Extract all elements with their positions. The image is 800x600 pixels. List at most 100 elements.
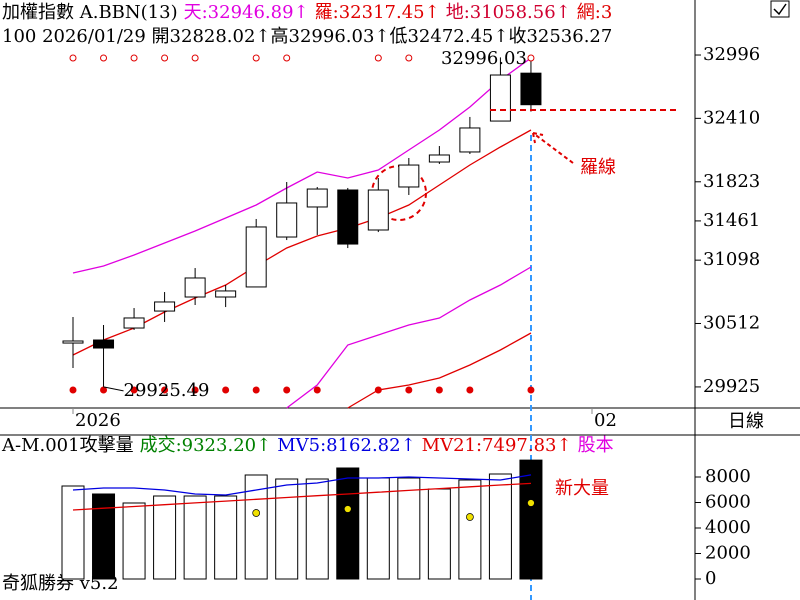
indicator-line xyxy=(72,57,532,274)
header-item: 股本 xyxy=(578,435,614,456)
candle-body xyxy=(154,301,176,312)
header-item: A-M.001攻擊量 xyxy=(1,435,134,456)
signal-bottom xyxy=(283,386,291,394)
y-tick-label: 6000 xyxy=(705,491,751,512)
volume-bar xyxy=(61,485,85,580)
button-box[interactable] xyxy=(770,0,790,18)
signal-top xyxy=(69,54,77,62)
high-label: 32996.03 xyxy=(441,48,527,69)
volume-annotation: 新大量 xyxy=(555,478,609,499)
signal-top xyxy=(283,54,291,62)
header-line: A-M.001攻擊量 成交:9323.20↑ MV5:8162.82↑ MV21:74… xyxy=(1,435,614,456)
y-tick-label: 31098 xyxy=(703,249,760,270)
y-tick-label: 32410 xyxy=(703,107,760,128)
button-icon xyxy=(773,3,787,16)
volume-bar xyxy=(214,495,238,580)
signal-top xyxy=(405,54,413,62)
signal-bottom xyxy=(130,386,138,394)
candle-body xyxy=(459,127,481,153)
volume-bar xyxy=(397,477,421,580)
header-item: 網:3 xyxy=(577,2,613,23)
y-tick-label: 32996 xyxy=(703,44,760,65)
signal-bottom xyxy=(313,386,321,394)
y-tick-label: 0 xyxy=(705,568,716,589)
y-tick-label: 30512 xyxy=(703,312,760,333)
annotation-label: 羅線 xyxy=(580,157,616,178)
volume-dot xyxy=(343,505,352,513)
volume-bar xyxy=(122,502,146,580)
signal-bottom xyxy=(405,386,413,394)
header-item: 天:32946.89↑ xyxy=(184,2,309,23)
candle-body xyxy=(123,317,145,329)
volume-dot xyxy=(252,509,261,517)
signal-top xyxy=(527,54,535,62)
signal-bottom xyxy=(374,386,382,394)
indicator-line xyxy=(72,129,532,356)
candle-body xyxy=(520,72,542,106)
candle-body xyxy=(398,164,420,188)
candle-body xyxy=(215,290,237,298)
signal-top xyxy=(252,54,260,62)
volume-bar xyxy=(183,495,207,580)
candle-body xyxy=(306,188,328,208)
volume-bar xyxy=(488,473,512,580)
footer: 奇狐勝券 v5.2 xyxy=(2,573,119,594)
header-line: 加權指數 A.BBN(13) 天:32946.89↑ 羅:32317.45↑ 地:31… xyxy=(2,2,612,23)
header-line: 100 2026/01/29 開32828.02↑高32996.03↑低3247… xyxy=(2,26,612,47)
signal-top xyxy=(374,54,382,62)
signal-bottom xyxy=(161,386,169,394)
y-tick-label: 8000 xyxy=(705,466,751,487)
signal-top xyxy=(130,54,138,62)
y-tick-label: 31823 xyxy=(703,171,760,192)
volume-bar xyxy=(519,459,543,580)
signal-bottom xyxy=(435,386,443,394)
volume-bar xyxy=(275,478,299,580)
signal-bottom xyxy=(222,386,230,394)
candle-body xyxy=(245,226,267,288)
x-tick-label: 02 xyxy=(594,410,617,431)
volume-bar xyxy=(305,478,329,580)
y-tick-label: 4000 xyxy=(705,517,751,538)
signal-bottom xyxy=(527,386,535,394)
signal-bottom xyxy=(69,386,77,394)
volume-dot xyxy=(527,499,535,507)
y-tick-label: 2000 xyxy=(705,542,751,563)
signal-bottom xyxy=(466,386,474,394)
signal-bottom xyxy=(252,386,260,394)
y-tick-label: 29925 xyxy=(703,376,760,397)
volume-bar xyxy=(427,488,451,580)
signal-top xyxy=(161,54,169,62)
volume-average xyxy=(72,474,532,496)
signal-top xyxy=(191,54,199,62)
signal-top xyxy=(100,54,108,62)
volume-bar xyxy=(92,493,116,580)
y-tick-label: 31461 xyxy=(703,210,760,231)
candle-body xyxy=(184,277,206,298)
header-item: 羅:32317.45↑ xyxy=(315,2,440,23)
candle-body xyxy=(62,340,84,344)
candle-body xyxy=(337,189,359,245)
candle-body xyxy=(276,202,298,238)
header-item: 加權指數 A.BBN(13) xyxy=(2,2,178,23)
header-item: 100 2026/01/29 開32828.02↑高32996.03↑低3247… xyxy=(2,26,612,47)
header-item: 地:31058.56↑ xyxy=(446,2,571,23)
low-label: 29925.49 xyxy=(124,380,210,401)
indicator-line xyxy=(286,266,532,409)
signal-bottom xyxy=(100,386,108,394)
volume-bar xyxy=(244,474,268,580)
header-item: MV21:7497.83↑ xyxy=(422,435,572,456)
candle-body xyxy=(428,154,450,163)
candle-body xyxy=(489,74,511,122)
signal-bottom xyxy=(191,386,199,394)
candle-body xyxy=(367,189,389,231)
window-button[interactable] xyxy=(770,0,790,18)
volume-average xyxy=(72,482,532,511)
header-item: 成交:9323.20↑ xyxy=(140,435,272,456)
volume-bar xyxy=(336,467,360,580)
low-pointer xyxy=(103,386,124,392)
volume-bar xyxy=(153,495,177,580)
header-item: MV5:8162.82↑ xyxy=(277,435,415,456)
volume-dot xyxy=(466,513,474,521)
candle-body xyxy=(93,339,115,349)
